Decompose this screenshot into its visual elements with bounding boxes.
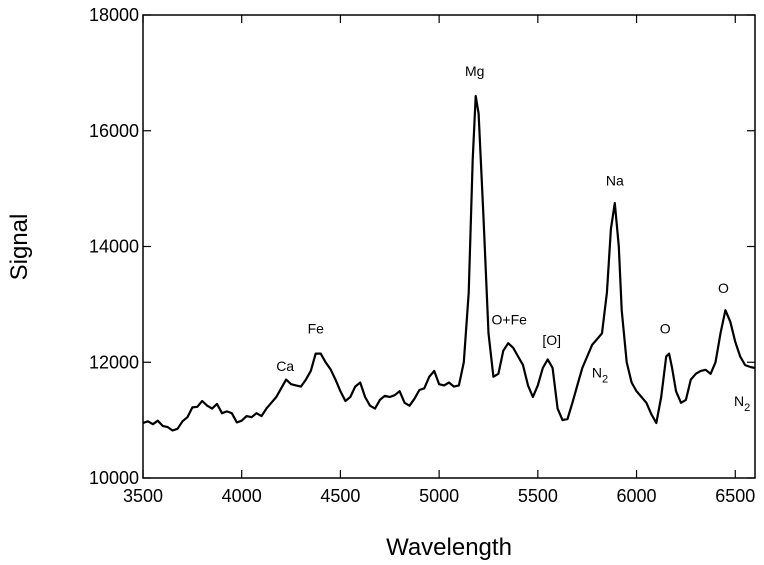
x-tick-label: 3500 xyxy=(123,486,163,506)
y-tick-label: 10000 xyxy=(89,468,139,488)
y-tick-label: 18000 xyxy=(89,5,139,25)
annotation-label: [O] xyxy=(542,332,561,348)
y-tick-label: 14000 xyxy=(89,237,139,257)
annotation-label: Mg xyxy=(465,63,484,79)
annotation-label: Na xyxy=(606,173,624,189)
x-axis-title: Wavelength xyxy=(386,534,512,561)
annotation-label: O+Fe xyxy=(492,312,528,328)
plot-frame xyxy=(142,14,756,479)
x-tick-label: 6500 xyxy=(715,486,755,506)
annotation-label: Ca xyxy=(276,358,294,374)
annotation-label: O xyxy=(718,280,729,296)
x-tick-label: 4500 xyxy=(320,486,360,506)
annotation-label: N2 xyxy=(592,364,608,385)
annotations: Ca Fe Mg O+Fe [O] Na N2 O O N2 xyxy=(276,63,750,414)
y-tick-label: 16000 xyxy=(89,121,139,141)
x-tick-label: 4000 xyxy=(222,486,262,506)
annotation-label: N2 xyxy=(734,393,750,414)
y-axis-title: Signal xyxy=(6,214,33,281)
x-tick-label: 5000 xyxy=(419,486,459,506)
y-axis: 10000 12000 14000 16000 18000 xyxy=(89,5,755,488)
y-tick-label: 12000 xyxy=(89,352,139,372)
series-line xyxy=(142,94,756,432)
annotation-label: Fe xyxy=(308,320,325,336)
x-axis: 3500 4000 4500 5000 5500 6000 6500 xyxy=(123,15,755,506)
x-tick-label: 5500 xyxy=(518,486,558,506)
x-tick-label: 6000 xyxy=(617,486,657,506)
annotation-label: O xyxy=(660,320,671,336)
